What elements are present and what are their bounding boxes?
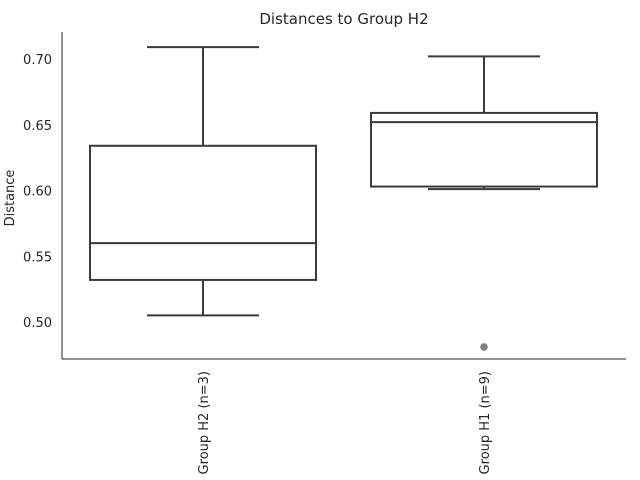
y-tick-label: 0.50 [23, 316, 52, 331]
chart-title: Distances to Group H2 [259, 10, 428, 28]
category-labels: Group H2 (n=3) Group H1 (n=9) [197, 371, 493, 474]
axes [61, 32, 626, 360]
y-axis-label: Distance [3, 170, 18, 227]
category-label: Group H2 (n=3) [197, 371, 212, 474]
boxes [89, 46, 598, 351]
box-group [370, 55, 598, 351]
category-label: Group H1 (n=9) [478, 371, 493, 474]
box-iqr [89, 144, 317, 281]
y-tick-label: 0.55 [23, 250, 52, 265]
y-tick-label: 0.65 [23, 119, 52, 134]
box-group [89, 46, 317, 317]
box-iqr [370, 111, 598, 188]
y-tick-label: 0.60 [23, 185, 52, 200]
outlier-point [480, 343, 488, 351]
y-ticks: 0.50 0.55 0.60 0.65 0.70 [23, 53, 52, 331]
y-tick-label: 0.70 [23, 53, 52, 68]
